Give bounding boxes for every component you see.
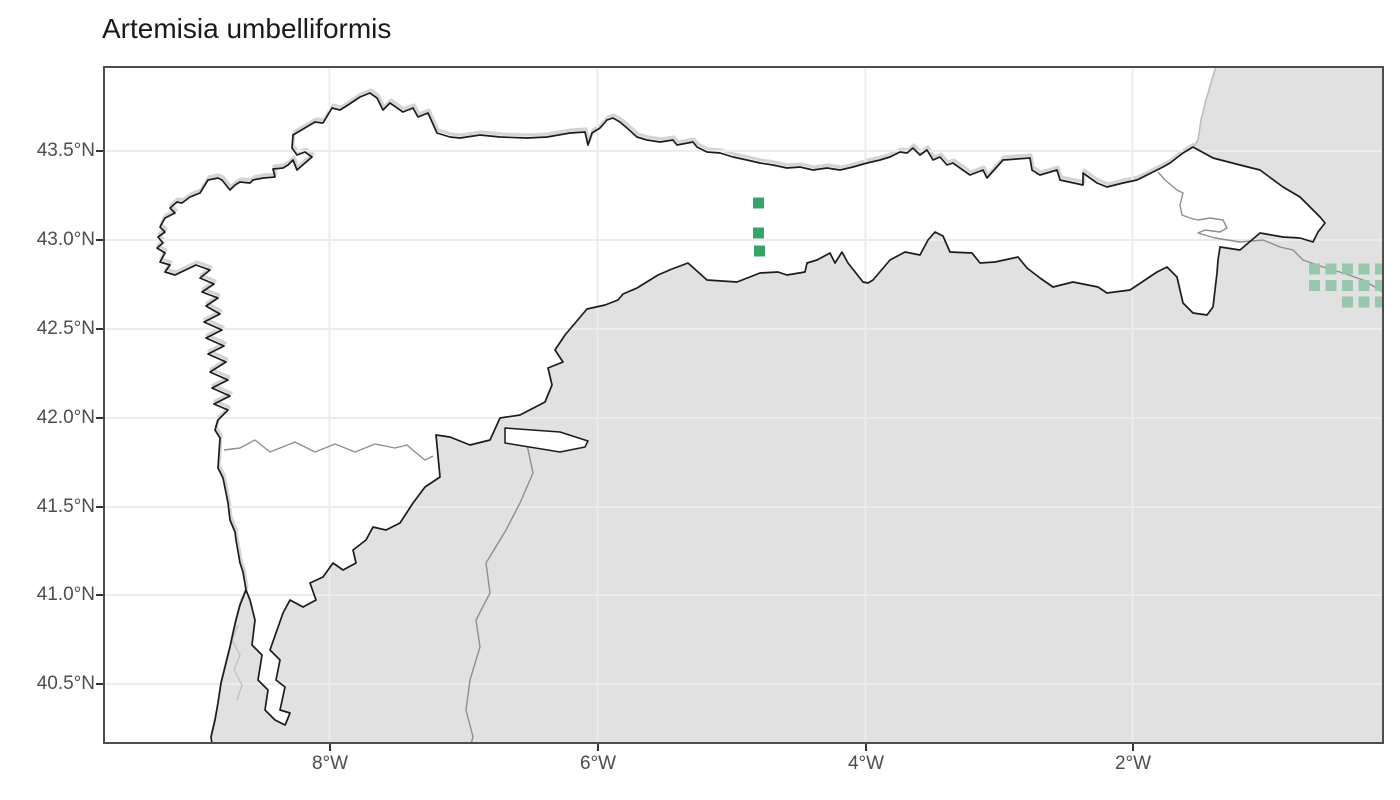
occurrence-marker-faded (1358, 263, 1370, 275)
occurrence-marker (753, 227, 764, 239)
axis-tick-y (96, 239, 103, 241)
axis-tick-y (96, 506, 103, 508)
panel-border (103, 66, 1384, 744)
border-pyrenees (1157, 171, 1384, 294)
occurrence-marker-faded (1325, 263, 1337, 275)
occurrence-markers (753, 197, 1384, 308)
occurrence-marker-faded (1342, 296, 1353, 308)
france-coast-edge (1192, 66, 1217, 148)
border-minho (223, 439, 434, 461)
occurrence-marker-faded (1375, 280, 1384, 291)
axis-label-y: 43.0°N (36, 229, 95, 250)
occurrence-marker-faded (1375, 296, 1384, 308)
occurrence-marker (754, 245, 765, 257)
axis-label-y: 42.0°N (36, 407, 95, 428)
axis-tick-x (865, 744, 867, 751)
occurrence-marker-faded (1358, 296, 1370, 308)
map-title: Artemisia umbelliformis (102, 13, 392, 44)
border-douro (465, 439, 534, 744)
axis-tick-y (96, 683, 103, 685)
axis-label-x: 6°W (579, 753, 617, 774)
white-enclave (504, 427, 589, 453)
region-inland-boundary (245, 146, 1326, 726)
axis-label-x: 2°W (1114, 753, 1152, 774)
graticule (103, 66, 1384, 744)
coast-aveiro-lagoon (231, 624, 243, 701)
occurrence-marker-faded (1358, 280, 1370, 291)
land-gray-polygon (211, 66, 1384, 744)
axis-tick-x (1132, 744, 1134, 751)
occurrence-marker-faded (1342, 280, 1353, 291)
occurrence-marker (753, 197, 764, 209)
map-canvas (103, 66, 1384, 744)
coastline (156, 92, 1194, 744)
axis-label-y: 42.5°N (36, 318, 95, 339)
axis-label-y: 41.0°N (36, 584, 95, 605)
axis-tick-y (96, 150, 103, 152)
axis-tick-y (96, 328, 103, 330)
axis-label-x: 8°W (311, 753, 349, 774)
axis-tick-x (597, 744, 599, 751)
occurrence-marker-faded (1309, 280, 1320, 291)
axis-tick-y (96, 594, 103, 596)
axis-tick-y (96, 417, 103, 419)
axis-label-y: 41.5°N (36, 496, 95, 517)
occurrence-marker-faded (1375, 263, 1384, 275)
occurrence-marker-faded (1309, 263, 1320, 275)
axis-label-y: 43.5°N (36, 140, 95, 161)
axis-label-x: 4°W (847, 753, 885, 774)
occurrence-marker-faded (1342, 263, 1353, 275)
axis-tick-x (329, 744, 331, 751)
axis-label-y: 40.5°N (36, 673, 95, 694)
map-panel (103, 66, 1384, 744)
occurrence-marker-faded (1325, 280, 1337, 291)
